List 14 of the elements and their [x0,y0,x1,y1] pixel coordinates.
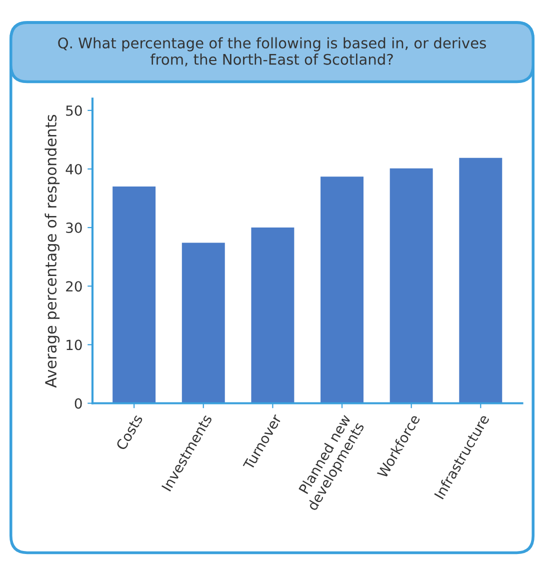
chart-title: Q. What percentage of the following is based in, or derives from, the North-East of Scotland? [58,37,486,66]
y-tick-label: 40 [66,164,82,174]
y-tick-label: 30 [66,222,82,234]
bar [320,176,364,404]
y-tick-label: 0 [74,398,82,409]
y-tick-label: 50 [66,105,82,116]
y-tick-label: 10 [66,340,82,350]
y-tick-label: 20 [66,281,82,292]
bar [182,242,225,404]
y-axis-title: Average percentage of respondents [44,114,60,388]
bar [251,228,294,404]
bar [112,186,156,404]
bar [459,158,502,404]
bar [390,168,433,404]
